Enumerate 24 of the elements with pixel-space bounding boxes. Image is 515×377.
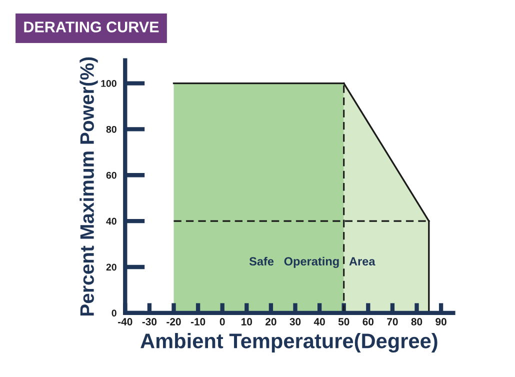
x-tick-label: -30	[142, 318, 157, 326]
x-tick-label: 90	[436, 318, 446, 326]
x-tick-label: 70	[387, 318, 398, 326]
x-tick-label: 20	[266, 318, 276, 326]
x-tick-label: 10	[242, 318, 252, 326]
chart-title: DERATING CURVE	[24, 22, 159, 32]
y-tick-label: 20	[106, 264, 116, 271]
y-tick-label: 40	[106, 218, 116, 225]
x-axis-title: Ambient Temperature(Degree)	[140, 333, 438, 353]
y-tick-label: 100	[101, 80, 116, 87]
y-tick-label: 60	[106, 172, 116, 179]
annotation: Safe Operating Area	[249, 256, 376, 268]
x-tick-label: 0	[220, 318, 225, 326]
x-tick-label: 40	[314, 318, 325, 326]
x-tick-label: 50	[338, 318, 350, 326]
x-tick-label: -40	[118, 318, 132, 326]
y-tick-label: 0	[112, 310, 116, 317]
x-tick-label: -20	[166, 318, 181, 326]
x-tick-label: -10	[190, 318, 206, 326]
x-tick-label: 30	[290, 318, 301, 326]
y-axis-title: Percent Maximum Power(%)	[80, 57, 98, 316]
y-tick-label: 80	[106, 126, 116, 133]
x-tick-label: 60	[362, 318, 374, 326]
x-tick-label: 80	[411, 318, 422, 326]
